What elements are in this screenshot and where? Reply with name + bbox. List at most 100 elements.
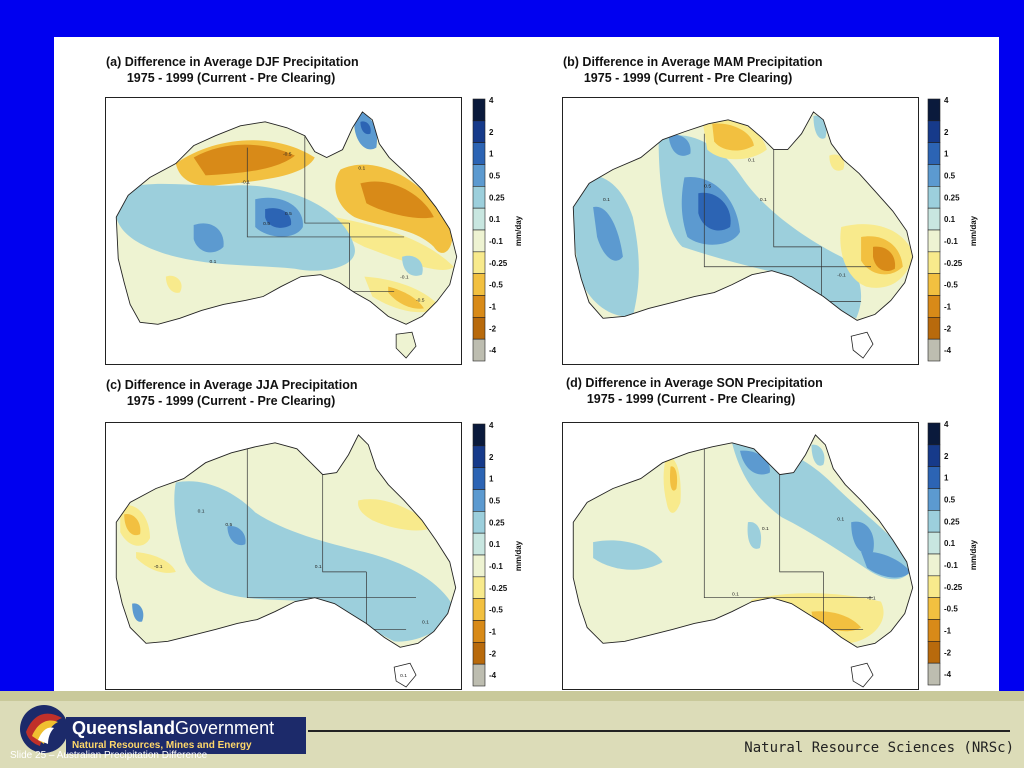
- contour-label: 0.1: [422, 619, 429, 625]
- contour-label: 0.1: [762, 526, 769, 532]
- legend-swatch: [927, 98, 941, 122]
- legend-level-label: -4: [944, 670, 952, 679]
- australia-map-mam: 0.1 0.5 0.1 -0.1 0.1: [572, 111, 914, 359]
- footer-stripe: [0, 691, 1024, 701]
- legend-swatch: [927, 553, 941, 577]
- legend-level-label: -4: [944, 346, 952, 355]
- legend-level-label: 4: [944, 96, 949, 105]
- legend-swatch: [472, 186, 486, 209]
- legend-swatch: [927, 317, 941, 340]
- map-panel-mam: 0.1 0.5 0.1 -0.1 0.1: [562, 97, 919, 365]
- contour-label: 0.5: [263, 221, 270, 227]
- legend-swatch: [472, 251, 486, 274]
- legend-jja: 4 2 1 0.5 0.25 0.1 -0.1 -0.25 -0.5 -1 -2 -4 mm/day: [471, 420, 533, 692]
- contour-label: 0.5: [704, 183, 711, 189]
- legend-level-label: -2: [944, 648, 952, 657]
- legend-unit-label: mm/day: [514, 215, 523, 246]
- queensland-government-logo: [20, 705, 68, 753]
- contour-label: -0.5: [416, 297, 425, 303]
- legend-swatch: [472, 120, 486, 143]
- legend-level-label: 0.1: [944, 539, 956, 548]
- logo-wordmark-box: [66, 717, 306, 754]
- legend-level-label: -2: [489, 324, 497, 333]
- legend-swatch: [927, 488, 941, 511]
- panel-a-title: (a) Difference in Average DJF Precipitat…: [106, 55, 359, 85]
- legend-swatch: [927, 273, 941, 296]
- panel-b-title: (b) Difference in Average MAM Precipitat…: [563, 55, 823, 85]
- legend-swatch: [927, 444, 941, 467]
- legend-swatch: [927, 229, 941, 253]
- contour-label: 0.1: [732, 592, 739, 598]
- legend-unit-label: mm/day: [514, 540, 523, 571]
- legend-swatch: [927, 295, 941, 318]
- legend-level-label: 0.25: [944, 193, 960, 202]
- contour-label: -0.1: [241, 179, 250, 185]
- australia-map-jja: 0.1 0.5 -0.1 0.1 0.1 0.1: [115, 434, 457, 688]
- contour-label: 0.1: [760, 197, 767, 203]
- legend-swatch: [472, 98, 486, 122]
- panel-d-title: (d) Difference in Average SON Precipitat…: [566, 376, 823, 406]
- australia-map-son: 0.1 0.1 -0.1 0.1: [572, 434, 914, 688]
- contour-label: -0.1: [154, 564, 163, 570]
- legend-swatch: [927, 466, 941, 489]
- legend-level-label: -0.5: [489, 606, 503, 615]
- legend-level-label: -0.25: [944, 583, 963, 592]
- map-panel-djf: -0.5 -0.1 0.5 0.5 0.1 -0.1 -0.5 0.1: [105, 97, 462, 365]
- legend-level-label: 2: [944, 452, 949, 461]
- legend-level-label: -1: [489, 627, 497, 636]
- legend-swatch: [472, 142, 486, 165]
- legend-level-label: -2: [944, 324, 952, 333]
- legend-swatch: [927, 120, 941, 143]
- legend-level-label: 1: [944, 474, 949, 483]
- legend-level-label: 0.1: [489, 540, 501, 549]
- legend-level-label: 1: [489, 475, 494, 484]
- legend-swatch: [927, 641, 941, 664]
- legend-swatch: [472, 642, 486, 665]
- legend-swatch: [927, 142, 941, 165]
- legend-level-label: -0.25: [489, 584, 508, 593]
- legend-level-label: 0.25: [489, 518, 505, 527]
- legend-level-label: -2: [489, 649, 497, 658]
- logo-name: QueenslandGovernment: [72, 718, 275, 738]
- legend-level-label: 0.25: [944, 517, 960, 526]
- legend-swatch: [927, 619, 941, 642]
- legend-level-label: 0.5: [944, 171, 956, 180]
- contour-label: 0.1: [198, 508, 205, 514]
- map-panel-son: 0.1 0.1 -0.1 0.1: [562, 422, 919, 690]
- legend-level-label: 4: [489, 421, 494, 430]
- legend-swatch: [472, 338, 486, 362]
- contour-label: 0.1: [210, 259, 217, 265]
- contour-label: -0.1: [837, 273, 846, 279]
- slide-caption: Slide 25 – Australian Precipitation Diff…: [10, 750, 208, 761]
- legend-level-label: -1: [944, 626, 952, 635]
- legend-mam: 4 2 1 0.5 0.25 0.1 -0.1 -0.25 -0.5 -1 -2 -4 mm/day: [926, 95, 988, 367]
- map-panel-jja: 0.1 0.5 -0.1 0.1 0.1 0.1: [105, 422, 462, 690]
- legend-swatch: [472, 317, 486, 340]
- contour-label: -0.1: [867, 596, 876, 602]
- footer-rule: [308, 700, 1010, 732]
- legend-swatch: [472, 554, 486, 578]
- legend-level-label: 2: [489, 128, 494, 137]
- legend-swatch: [927, 422, 941, 446]
- contour-label: 0.1: [400, 673, 407, 679]
- legend-unit-label: mm/day: [969, 539, 978, 570]
- legend-swatch: [472, 663, 486, 687]
- legend-swatch: [472, 229, 486, 253]
- slide-content: (a) Difference in Average DJF Precipitat…: [54, 37, 999, 691]
- legend-swatch: [472, 620, 486, 643]
- contour-label: -0.5: [283, 152, 292, 158]
- legend-level-label: 0.25: [489, 193, 505, 202]
- legend-swatch: [927, 207, 941, 231]
- legend-swatch: [472, 273, 486, 296]
- legend-swatch: [472, 467, 486, 490]
- legend-swatch: [927, 531, 941, 555]
- legend-level-label: -1: [944, 302, 952, 311]
- legend-swatch: [472, 489, 486, 512]
- legend-level-label: 2: [944, 128, 949, 137]
- legend-swatch: [927, 662, 941, 686]
- legend-level-label: -0.1: [944, 237, 958, 246]
- australia-map-djf: -0.5 -0.1 0.5 0.5 0.1 -0.1 -0.5 0.1: [115, 111, 458, 359]
- organisation-name: Natural Resource Sciences (NRSc): [744, 740, 1014, 756]
- legend-level-label: -0.5: [944, 281, 958, 290]
- logo-department: Natural Resources, Mines and Energy: [72, 740, 252, 751]
